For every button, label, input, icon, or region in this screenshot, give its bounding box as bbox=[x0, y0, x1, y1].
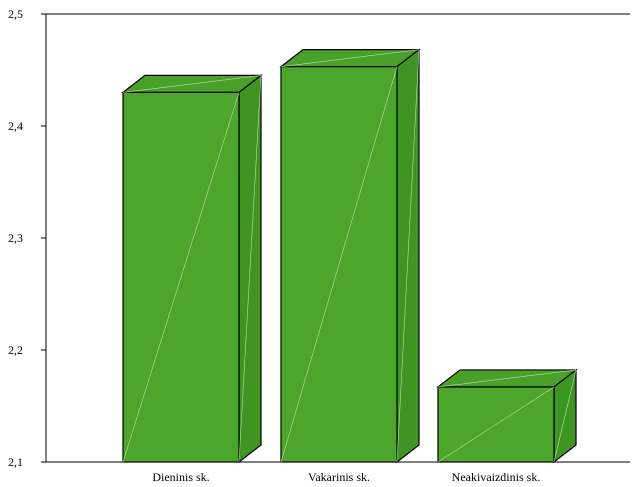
bar-front-diagonal bbox=[280, 66, 398, 463]
x-category-label: Dieninis sk. bbox=[152, 470, 209, 484]
bar-front-diagonal bbox=[437, 386, 555, 463]
y-tick-label: 2,4 bbox=[8, 119, 23, 133]
bar bbox=[121, 74, 263, 464]
y-tick-label: 2,2 bbox=[8, 343, 23, 357]
y-tick-label: 2,1 bbox=[8, 455, 23, 469]
bar-front-diagonal bbox=[122, 92, 240, 463]
bar bbox=[436, 368, 578, 464]
x-category-label: Neakivaizdinis sk. bbox=[452, 470, 541, 484]
y-tick-label: 2,3 bbox=[8, 231, 23, 245]
y-tick-label: 2,5 bbox=[8, 7, 23, 21]
bar bbox=[279, 48, 421, 464]
bar-side-diagonal bbox=[396, 49, 420, 463]
x-category-label: Vakarinis sk. bbox=[308, 470, 370, 484]
y-axis-ticks: 2,1 2,2 2,3 2,4 2,5 bbox=[8, 7, 46, 469]
bar-side-diagonal bbox=[238, 75, 262, 463]
bar-top-diagonal bbox=[280, 49, 420, 67]
bar-top-diagonal bbox=[437, 369, 577, 388]
chart-bars bbox=[121, 48, 578, 464]
bar-side-diagonal bbox=[553, 369, 577, 463]
x-axis-labels: Dieninis sk. Vakarinis sk. Neakivaizdinis … bbox=[152, 470, 540, 484]
bar-top-diagonal bbox=[122, 75, 262, 93]
